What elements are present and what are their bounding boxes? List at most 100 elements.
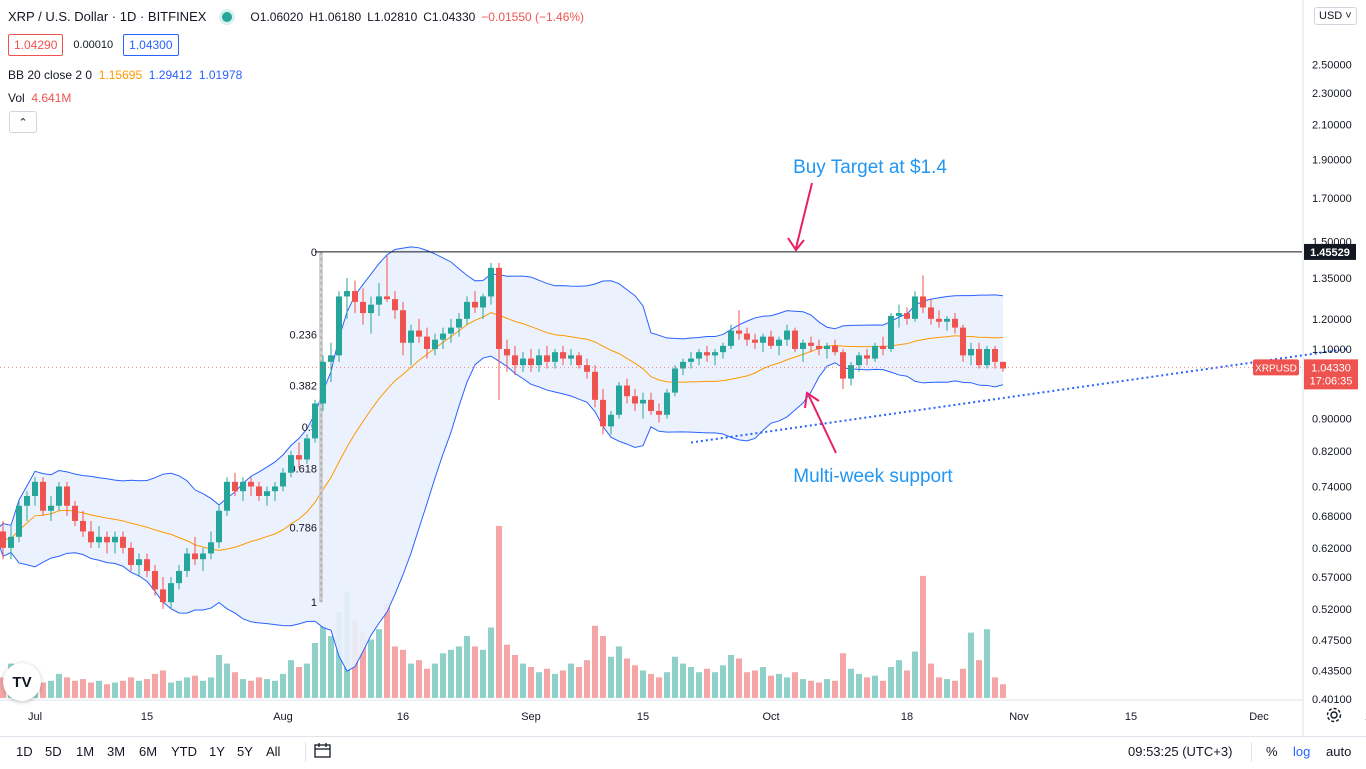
volume-bar bbox=[696, 672, 702, 698]
symbol-header: XRP / U.S. Dollar · 1D · BITFINEX O1.060… bbox=[8, 9, 584, 24]
volume-bar bbox=[416, 660, 422, 698]
clock-time[interactable]: 09:53:25 (UTC+3) bbox=[1128, 744, 1233, 759]
volume-bar bbox=[440, 653, 446, 698]
candle-body bbox=[152, 570, 158, 590]
candle-body bbox=[656, 410, 662, 415]
time-tick-label: 15 bbox=[1125, 711, 1137, 723]
candle-body bbox=[112, 536, 118, 543]
volume-bar bbox=[184, 677, 190, 698]
log-scale-toggle[interactable]: log bbox=[1293, 744, 1311, 759]
volume-bar bbox=[408, 663, 414, 698]
candle-body bbox=[568, 355, 574, 359]
volume-bar bbox=[536, 672, 542, 698]
candle-body bbox=[80, 520, 86, 532]
bb-lower-value: 1.01978 bbox=[198, 68, 243, 82]
candle-body bbox=[560, 352, 566, 359]
candle-body bbox=[840, 352, 846, 379]
support-label: Multi-week support bbox=[793, 466, 953, 487]
range-button-5y[interactable]: 5Y bbox=[237, 744, 253, 759]
volume-legend[interactable]: Vol 4.641M bbox=[8, 91, 71, 105]
volume-bar bbox=[944, 679, 950, 698]
time-tick-label: 16 bbox=[397, 711, 409, 723]
fib-level-label: 0.618 bbox=[289, 463, 317, 475]
percent-scale-toggle[interactable]: % bbox=[1266, 744, 1278, 759]
volume-bar bbox=[888, 667, 894, 698]
range-button-ytd[interactable]: YTD bbox=[171, 744, 197, 759]
range-button-1y[interactable]: 1Y bbox=[209, 744, 225, 759]
candle-body bbox=[208, 542, 214, 554]
candle-body bbox=[392, 299, 398, 311]
range-button-3m[interactable]: 3M bbox=[107, 744, 126, 759]
volume-bar bbox=[40, 682, 46, 698]
candle-body bbox=[952, 318, 958, 328]
range-button-6m[interactable]: 6M bbox=[139, 744, 158, 759]
candle-body bbox=[992, 349, 998, 362]
volume-bar bbox=[720, 665, 726, 698]
candle-body bbox=[760, 336, 766, 343]
volume-bar bbox=[448, 649, 454, 698]
volume-bar bbox=[528, 667, 534, 698]
range-button-1d[interactable]: 1D bbox=[16, 744, 33, 759]
volume-bar bbox=[216, 655, 222, 698]
tradingview-logo[interactable]: TV bbox=[3, 663, 41, 701]
candle-body bbox=[464, 301, 470, 319]
price-tick-label: 1.90000 bbox=[1312, 154, 1352, 166]
volume-bar bbox=[552, 673, 558, 698]
price-tick-label: 0.68000 bbox=[1312, 511, 1352, 523]
bb-basis-value: 1.15695 bbox=[98, 68, 143, 82]
volume-bar bbox=[936, 677, 942, 698]
candle-body bbox=[928, 307, 934, 319]
spread-value: 0.00010 bbox=[73, 39, 114, 51]
volume-bar bbox=[456, 646, 462, 698]
resistance-price-tag bbox=[1304, 243, 1356, 260]
price-tick-label: 1.10000 bbox=[1312, 344, 1352, 356]
candle-body bbox=[752, 339, 758, 343]
candle-body bbox=[360, 301, 366, 314]
sell-price-button[interactable]: 1.04290 bbox=[8, 34, 64, 56]
chevron-up-icon: ⌃ bbox=[18, 116, 28, 129]
candle-body bbox=[48, 505, 54, 511]
price-axis[interactable]: 2.500002.300002.100001.900001.700001.500… bbox=[1253, 0, 1358, 736]
range-button-1m[interactable]: 1M bbox=[76, 744, 95, 759]
volume-bar bbox=[56, 673, 62, 698]
symbol-title[interactable]: XRP / U.S. Dollar · 1D · BITFINEX bbox=[8, 9, 207, 24]
time-tick-label: Dec bbox=[1249, 711, 1269, 723]
currency-button[interactable]: USD ˅ bbox=[1314, 7, 1357, 25]
candle-body bbox=[624, 385, 630, 397]
volume-bar bbox=[280, 673, 286, 698]
range-button-all[interactable]: All bbox=[266, 744, 281, 759]
ohlc-open: O1.06020 bbox=[250, 9, 304, 24]
volume-bar bbox=[800, 679, 806, 698]
settings-gear-icon[interactable] bbox=[1325, 706, 1343, 729]
volume-bar bbox=[312, 642, 318, 698]
volume-bar bbox=[320, 625, 326, 698]
candle-body bbox=[896, 313, 902, 316]
time-axis[interactable]: Jul15Aug16Sep15Oct18Nov15Dec15202217Feb bbox=[0, 699, 1366, 723]
volume-bar bbox=[48, 680, 54, 698]
collapse-legend-button[interactable]: ⌃ bbox=[9, 111, 37, 133]
price-tick-label: 0.43500 bbox=[1312, 666, 1352, 678]
candle-body bbox=[336, 296, 342, 356]
candle-body bbox=[792, 330, 798, 349]
volume-bar bbox=[128, 677, 134, 698]
volume-bar bbox=[680, 663, 686, 698]
range-button-5d[interactable]: 5D bbox=[45, 744, 62, 759]
candle-body bbox=[136, 559, 142, 566]
volume-bar bbox=[256, 677, 262, 698]
candle-body bbox=[416, 330, 422, 337]
volume-bar bbox=[384, 603, 390, 698]
volume-bar bbox=[792, 672, 798, 698]
volume-bar bbox=[232, 672, 238, 698]
candle-body bbox=[632, 396, 638, 404]
candle-body bbox=[832, 345, 838, 353]
auto-scale-toggle[interactable]: auto bbox=[1326, 744, 1352, 759]
volume-bar bbox=[968, 632, 974, 698]
bb-legend[interactable]: BB 20 close 2 0 1.15695 1.29412 1.01978 bbox=[8, 68, 242, 82]
volume-bar bbox=[328, 636, 334, 698]
date-range-icon[interactable] bbox=[313, 742, 333, 763]
buy-price-button[interactable]: 1.04300 bbox=[123, 34, 179, 56]
volume-bar bbox=[432, 663, 438, 698]
volume-bar bbox=[192, 675, 198, 698]
symbol-tag-label: XRPUSD bbox=[1255, 363, 1297, 374]
